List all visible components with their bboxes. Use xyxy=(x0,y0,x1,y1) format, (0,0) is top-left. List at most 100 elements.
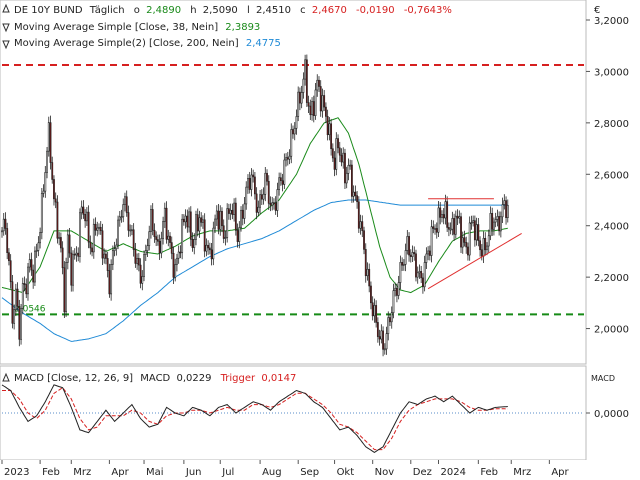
candle-body xyxy=(338,147,341,156)
candle-body xyxy=(137,257,140,266)
candle-body xyxy=(182,218,185,223)
candle-body xyxy=(39,232,42,244)
candle-body xyxy=(28,259,31,268)
candle-body xyxy=(401,262,404,266)
chevron-down-icon[interactable] xyxy=(2,23,10,33)
candle-body xyxy=(499,216,502,232)
candle-body xyxy=(105,253,107,259)
candle-body xyxy=(356,195,358,203)
candle-body xyxy=(496,216,499,220)
candle-body xyxy=(212,227,215,260)
candle-body xyxy=(143,254,145,277)
price-legend-line: DE 10Y BUND Täglich o 2,4890 h 2,5090 l … xyxy=(14,5,452,16)
trendline-bottom xyxy=(427,232,522,290)
candle-body xyxy=(65,262,67,313)
candle-body xyxy=(9,260,12,283)
candle-body xyxy=(447,227,450,230)
candle-body xyxy=(368,268,371,287)
candle-body xyxy=(479,240,481,251)
candle-body xyxy=(195,214,197,240)
candle-body xyxy=(422,277,424,288)
candle-body xyxy=(56,201,59,239)
candle-body xyxy=(344,152,346,184)
candle-body xyxy=(247,178,249,188)
candle-body xyxy=(101,230,104,259)
candle-body xyxy=(371,302,374,317)
candle-body xyxy=(396,287,398,296)
candle-body xyxy=(366,268,369,277)
candle-body xyxy=(255,193,258,213)
candle-body xyxy=(136,257,139,264)
candle-body xyxy=(472,220,475,223)
price-plot-layer: 2,0546 xyxy=(1,54,584,357)
candle-body xyxy=(299,91,301,104)
candle-body xyxy=(434,228,436,230)
candle-body xyxy=(415,253,417,278)
chevron-up-icon[interactable] xyxy=(2,372,10,382)
candle-body xyxy=(205,244,208,252)
candle-body xyxy=(158,240,161,254)
candle-body xyxy=(167,235,170,240)
candle-body xyxy=(200,217,203,223)
candle-body xyxy=(449,228,452,231)
change-pct-value: -0,7643% xyxy=(404,5,452,16)
candle-body xyxy=(40,193,43,233)
candle-body xyxy=(108,270,111,295)
sma200-legend-line: Moving Average Simple(2) [Close, 200, Ne… xyxy=(14,38,281,49)
candle-body xyxy=(314,89,317,116)
candle-body xyxy=(425,253,428,263)
candle-body xyxy=(350,164,353,197)
low-value: 2,4510 xyxy=(256,5,291,16)
candle-body xyxy=(482,237,485,257)
candle-body xyxy=(394,287,397,291)
candle-body xyxy=(484,237,487,251)
candle-body xyxy=(300,92,303,104)
x-tick-label: 2023 xyxy=(4,467,29,478)
candle-body xyxy=(106,258,109,271)
candle-body xyxy=(376,322,379,337)
candle-body xyxy=(13,309,16,324)
high-label: h xyxy=(190,5,196,16)
candle-body xyxy=(134,249,137,264)
candle-body xyxy=(375,305,378,323)
y-tick-label: 2,8000 xyxy=(594,119,629,130)
candle-body xyxy=(489,213,492,237)
candle-body xyxy=(408,236,410,256)
candle-body xyxy=(122,204,125,218)
candle-body xyxy=(238,227,241,242)
candle-body xyxy=(127,212,130,231)
candle-body xyxy=(250,174,253,190)
chevron-up-icon[interactable] xyxy=(2,3,10,13)
x-tick-label: Mai xyxy=(146,467,164,478)
price-panel xyxy=(0,0,587,365)
candle-body xyxy=(110,264,113,295)
candle-body xyxy=(307,102,310,107)
candle-body xyxy=(267,180,270,204)
candle-body xyxy=(75,252,78,256)
candle-body xyxy=(428,250,431,256)
candle-body xyxy=(271,202,274,206)
candle-body xyxy=(84,214,87,222)
candle-body xyxy=(16,288,19,307)
candle-body xyxy=(487,235,490,247)
candle-body xyxy=(383,348,386,351)
candle-body xyxy=(248,178,251,190)
x-tick-label: Mrz xyxy=(513,467,531,478)
candle-body xyxy=(234,202,237,231)
chevron-down-icon[interactable] xyxy=(2,40,10,50)
candle-body xyxy=(25,284,28,295)
currency-label: € xyxy=(594,5,600,16)
candle-body xyxy=(493,221,495,230)
candle-body xyxy=(193,238,196,248)
candle-body xyxy=(418,271,421,274)
macd-legend-line: MACD [Close, 12, 26, 9] MACD 0,0229 Trig… xyxy=(14,373,296,384)
candle-body xyxy=(89,241,92,249)
candle-body xyxy=(458,216,461,219)
candle-body xyxy=(473,220,476,241)
close-value: 2,4670 xyxy=(312,5,347,16)
candle-body xyxy=(361,221,364,232)
candle-body xyxy=(115,244,118,250)
candle-body xyxy=(453,218,455,235)
candle-body xyxy=(203,219,206,252)
